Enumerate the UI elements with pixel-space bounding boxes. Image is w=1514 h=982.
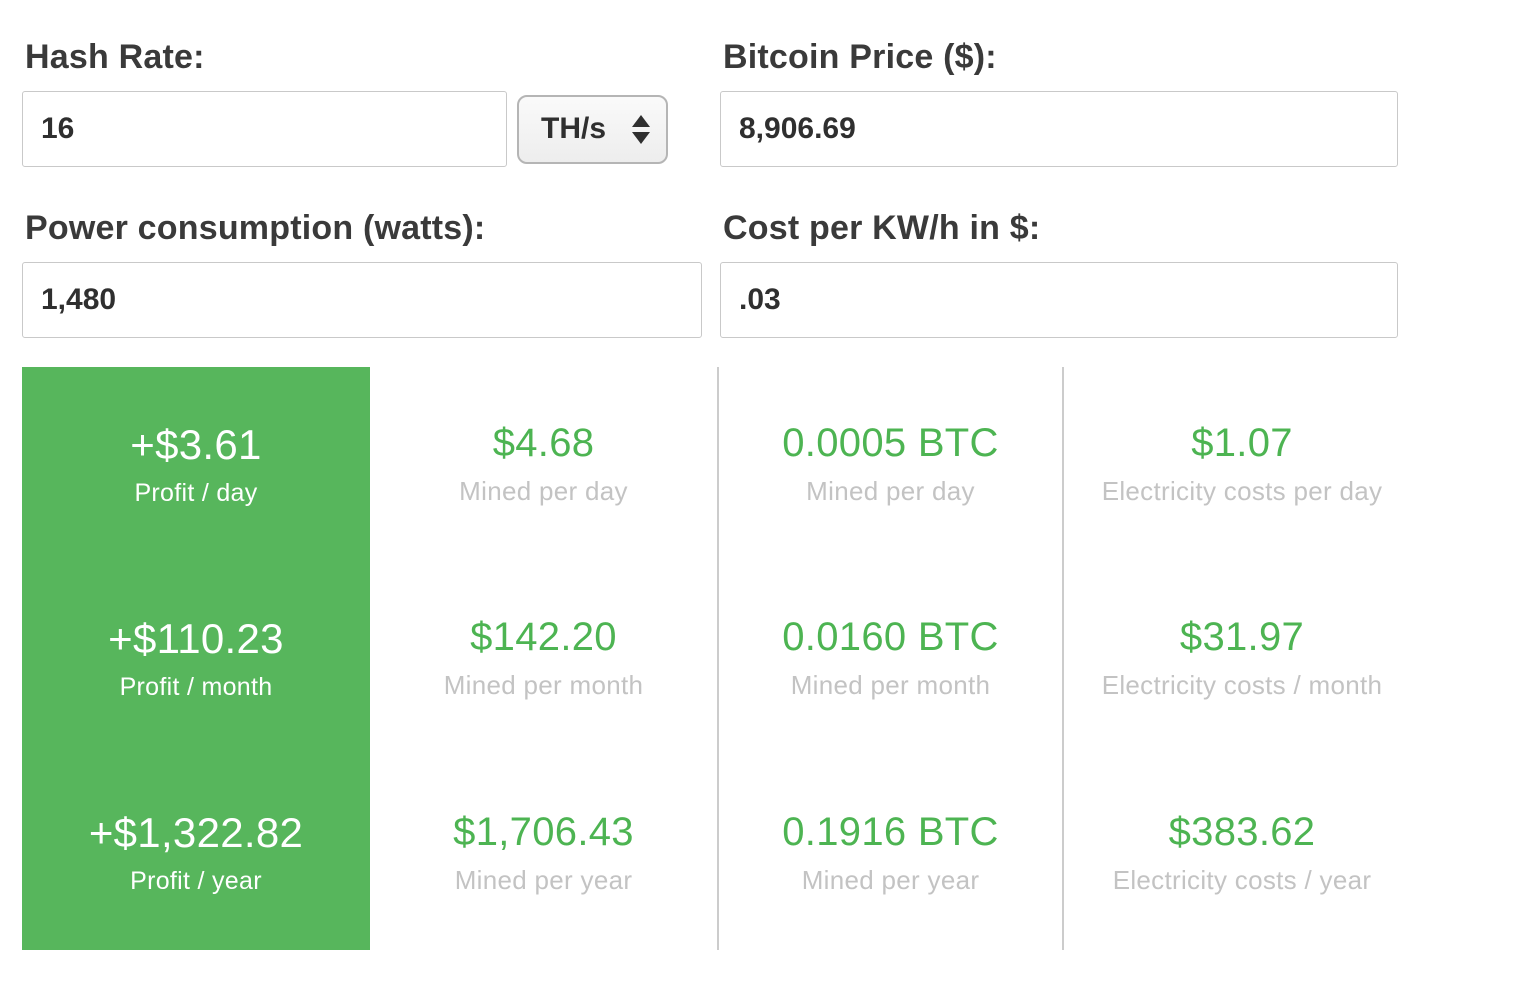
cost-per-kwh-field-group: Cost per KW/h in $: bbox=[720, 167, 1398, 338]
mined-btc-column: 0.0005 BTC Mined per day 0.0160 BTC Mine… bbox=[719, 367, 1062, 950]
mining-calculator: Hash Rate: TH/s Bitcoin Price ($): Power… bbox=[22, 38, 1420, 950]
mined-usd-year-caption: Mined per year bbox=[454, 864, 633, 895]
power-consumption-label: Power consumption (watts): bbox=[25, 209, 486, 247]
column-divider bbox=[717, 367, 719, 950]
mined-usd-year-cell: $1,706.43 Mined per year bbox=[370, 756, 717, 950]
electricity-day-cell: $1.07 Electricity costs per day bbox=[1064, 367, 1420, 561]
mined-btc-month-value: 0.0160 BTC bbox=[782, 615, 999, 660]
mined-usd-month-value: $142.20 bbox=[470, 615, 617, 660]
hash-rate-input-line: TH/s bbox=[22, 91, 702, 167]
form-row-1: Hash Rate: TH/s Bitcoin Price ($): bbox=[22, 38, 1420, 167]
profit-year-caption: Profit / year bbox=[130, 867, 262, 896]
profit-month-caption: Profit / month bbox=[119, 672, 273, 701]
hash-rate-unit-select[interactable]: TH/s bbox=[517, 94, 668, 164]
results-grid: +$3.61 Profit / day +$110.23 Profit / mo… bbox=[22, 367, 1420, 950]
profit-day-cell: +$3.61 Profit / day bbox=[22, 367, 370, 561]
electricity-month-caption: Electricity costs / month bbox=[1101, 670, 1383, 701]
electricity-year-caption: Electricity costs / year bbox=[1112, 864, 1372, 895]
electricity-year-cell: $383.62 Electricity costs / year bbox=[1064, 756, 1420, 950]
mined-usd-month-caption: Mined per month bbox=[443, 670, 644, 701]
mined-usd-month-cell: $142.20 Mined per month bbox=[370, 561, 717, 755]
profit-panel: +$3.61 Profit / day +$110.23 Profit / mo… bbox=[22, 367, 370, 950]
mined-btc-year-value: 0.1916 BTC bbox=[782, 809, 999, 854]
electricity-day-value: $1.07 bbox=[1191, 421, 1293, 466]
profit-year-cell: +$1,322.82 Profit / year bbox=[22, 756, 370, 950]
profit-day-value: +$3.61 bbox=[130, 420, 262, 468]
electricity-year-value: $383.62 bbox=[1168, 809, 1316, 854]
bitcoin-price-field-group: Bitcoin Price ($): bbox=[720, 38, 1398, 167]
electricity-day-caption: Electricity costs per day bbox=[1101, 476, 1383, 507]
profit-month-value: +$110.23 bbox=[108, 614, 284, 662]
select-updown-icon bbox=[632, 114, 650, 144]
power-consumption-input[interactable] bbox=[22, 262, 702, 338]
mined-btc-month-caption: Mined per month bbox=[790, 670, 991, 701]
profit-day-caption: Profit / day bbox=[134, 478, 258, 507]
mined-btc-day-cell: 0.0005 BTC Mined per day bbox=[719, 367, 1062, 561]
mined-usd-day-caption: Mined per day bbox=[459, 476, 628, 507]
profit-year-value: +$1,322.82 bbox=[88, 809, 304, 857]
mined-usd-day-cell: $4.68 Mined per day bbox=[370, 367, 717, 561]
mined-btc-month-cell: 0.0160 BTC Mined per month bbox=[719, 561, 1062, 755]
mined-usd-day-value: $4.68 bbox=[492, 421, 595, 466]
cost-per-kwh-input[interactable] bbox=[720, 262, 1398, 338]
power-consumption-field-group: Power consumption (watts): bbox=[22, 167, 702, 338]
form-row-2: Power consumption (watts): Cost per KW/h… bbox=[22, 167, 1420, 338]
mined-btc-day-caption: Mined per day bbox=[806, 476, 975, 507]
mined-usd-column: $4.68 Mined per day $142.20 Mined per mo… bbox=[370, 367, 717, 950]
mined-btc-year-caption: Mined per year bbox=[801, 864, 980, 895]
mined-usd-year-value: $1,706.43 bbox=[453, 809, 634, 854]
electricity-costs-column: $1.07 Electricity costs per day $31.97 E… bbox=[1064, 367, 1420, 950]
hash-rate-label: Hash Rate: bbox=[25, 38, 205, 76]
column-divider bbox=[1062, 367, 1064, 950]
electricity-month-cell: $31.97 Electricity costs / month bbox=[1064, 561, 1420, 755]
mined-btc-year-cell: 0.1916 BTC Mined per year bbox=[719, 756, 1062, 950]
profit-month-cell: +$110.23 Profit / month bbox=[22, 561, 370, 755]
bitcoin-price-label: Bitcoin Price ($): bbox=[723, 38, 997, 76]
mined-btc-day-value: 0.0005 BTC bbox=[782, 421, 999, 466]
cost-per-kwh-label: Cost per KW/h in $: bbox=[723, 209, 1041, 247]
hash-rate-field-group: Hash Rate: TH/s bbox=[22, 38, 702, 167]
bitcoin-price-input[interactable] bbox=[720, 91, 1398, 167]
hash-rate-input[interactable] bbox=[22, 91, 507, 167]
electricity-month-value: $31.97 bbox=[1179, 615, 1305, 660]
hash-rate-unit-value: TH/s bbox=[541, 112, 607, 145]
